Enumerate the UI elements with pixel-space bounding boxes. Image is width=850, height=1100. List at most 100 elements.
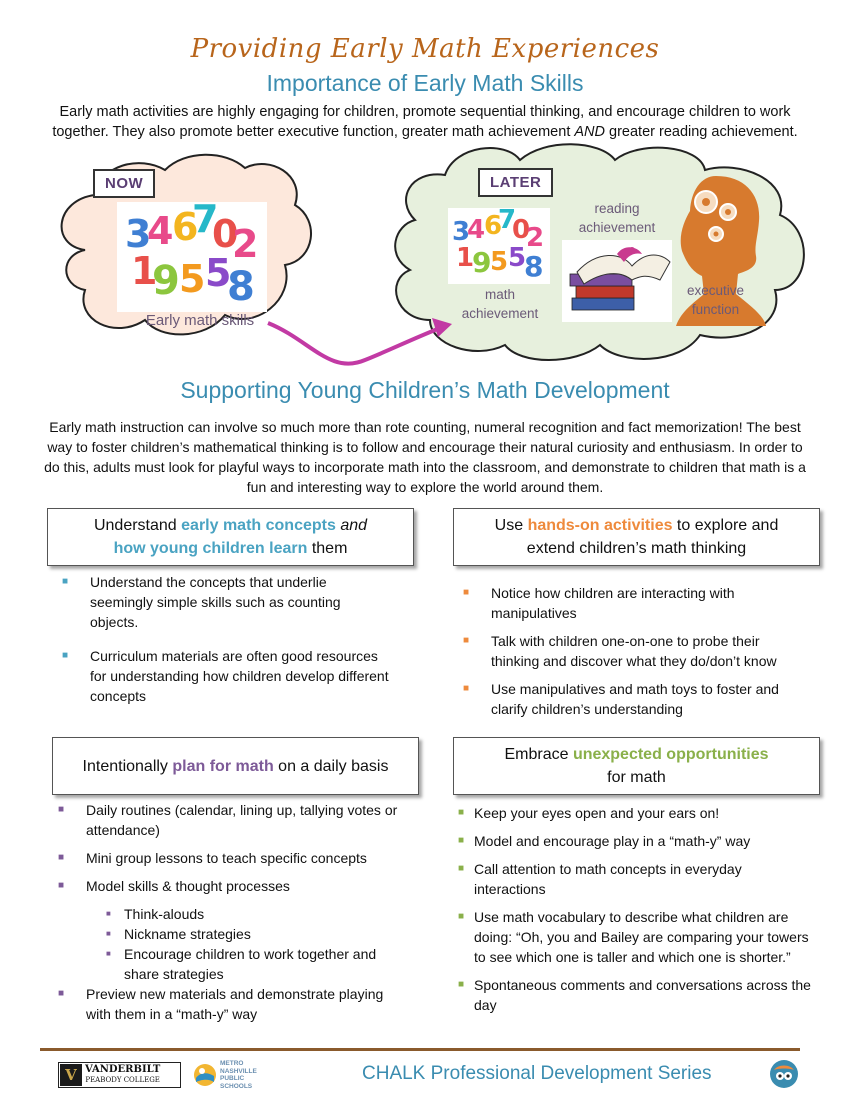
sublist-item-text: Encourage children to work together and … <box>124 946 377 982</box>
svg-text:9: 9 <box>152 258 180 304</box>
now-caption: Early math skills <box>145 312 255 329</box>
box-plan-for-math: Intentionally plan for math on a daily b… <box>52 737 419 795</box>
box2-highlight-1: hands-on activities <box>527 517 673 534</box>
mnps-text-1: METRO <box>220 1060 244 1067</box>
box1-highlight-2: how young children learn <box>113 540 308 557</box>
mnps-logo: METRO NASHVILLE PUBLIC SCHOOLS <box>192 1060 272 1090</box>
executive-function-label: executive function <box>686 283 745 317</box>
numbers-image-small: 3 4 6 7 0 2 1 9 5 5 8 <box>448 205 550 284</box>
svg-text:1: 1 <box>456 243 474 273</box>
reading-achievement-label: reading achievement <box>578 201 656 235</box>
list-item: ■ Understand the concepts that underlie s… <box>62 574 341 630</box>
list-item: ■ Daily routines (calendar, lining up, ta… <box>58 802 398 838</box>
box4-text-2: for math <box>607 769 666 786</box>
box1-text-1: Understand <box>93 517 182 534</box>
mnps-text-3: PUBLIC <box>220 1075 245 1082</box>
intro-paragraph: Early math activities are highly engagin… <box>30 102 820 142</box>
list-item-text: Use math vocabulary to describe what chi… <box>474 909 809 965</box>
box2-text-2: to explore and <box>672 517 779 534</box>
list-item-text: Call attention to math concepts in every… <box>474 861 742 897</box>
intro-and: AND <box>574 124 605 140</box>
sublist-item: ■ Encourage children to work together and… <box>106 946 377 982</box>
box3-text-1: Intentionally <box>82 757 173 775</box>
box1-text-3: them <box>307 540 348 557</box>
box-unexpected-opportunities: Embrace unexpected opportunities for mat… <box>453 737 820 795</box>
svg-text:8: 8 <box>524 250 543 283</box>
sublist-item: ■ Think-alouds <box>106 906 205 922</box>
support-paragraph: Early math instruction can involve so mu… <box>44 419 806 495</box>
list-item: ■ Curriculum materials are often good res… <box>62 648 389 704</box>
svg-text:2: 2 <box>526 223 544 253</box>
list-item: ■ Call attention to math concepts in ever… <box>458 861 742 897</box>
box3-list: ■ Daily routines (calendar, lining up, ta… <box>58 800 406 904</box>
math-achievement-label: math achievement <box>461 287 539 321</box>
list-item-text: Notice how children are interacting with… <box>491 585 735 621</box>
svg-text:0: 0 <box>212 212 238 256</box>
svg-text:5: 5 <box>205 251 231 295</box>
list-item-text: Understand the concepts that underlie se… <box>90 574 341 630</box>
box2-text-3: extend children’s math thinking <box>526 540 747 557</box>
list-item: ■ Model skills & thought processes <box>58 878 290 894</box>
list-item: ■ Preview new materials and demonstrate p… <box>58 986 384 1022</box>
svg-text:4: 4 <box>467 215 485 245</box>
list-item-text: Model and encourage play in a “math-y” w… <box>474 833 751 849</box>
list-item-text: Use manipulatives and math toys to foste… <box>491 681 779 717</box>
list-item: ■ Mini group lessons to teach specific co… <box>58 850 367 866</box>
later-tag: LATER <box>478 168 554 197</box>
box3-list-last: ■ Preview new materials and demonstrate p… <box>58 984 386 1024</box>
svg-text:0: 0 <box>512 215 530 245</box>
svg-text:9: 9 <box>472 246 491 279</box>
box-hands-on-activities: Use hands-on activities to explore and e… <box>453 508 820 566</box>
list-item: ■ Use manipulatives and math toys to fost… <box>463 681 779 717</box>
list-item-text: Keep your eyes open and your ears on! <box>474 805 720 821</box>
mnps-text-2: NASHVILLE <box>220 1067 257 1075</box>
svg-text:6: 6 <box>484 211 502 241</box>
list-item-text: Talk with children one-on-one to probe t… <box>491 633 777 669</box>
intro-text-2: greater reading achievement. <box>605 124 798 140</box>
list-item: ■ Spontaneous comments and conversations … <box>458 977 811 1013</box>
vanderbilt-v-icon: V <box>60 1064 82 1086</box>
svg-text:7: 7 <box>192 197 218 241</box>
box4-list: ■ Keep your eyes open and your ears on! ■… <box>458 803 814 1015</box>
arrow-icon <box>267 318 452 366</box>
list-item: ■ Model and encourage play in a “math-y” … <box>458 833 751 849</box>
mnps-icon <box>194 1064 216 1086</box>
intro-text-1: Early math activities are highly engagin… <box>52 104 791 140</box>
now-tag: NOW <box>93 169 156 198</box>
clouds-diagram: 3 4 6 7 0 2 1 9 5 5 8 3 4 6 7 0 2 1 9 5 … <box>60 143 805 366</box>
list-item-text: Preview new materials and demonstrate pl… <box>86 986 384 1022</box>
list-item: ■ Use math vocabulary to describe what ch… <box>458 909 809 965</box>
box1-text-2: and <box>335 517 368 534</box>
box3-highlight-1: plan for math <box>172 757 274 775</box>
svg-text:5: 5 <box>490 247 508 277</box>
list-item: ■ Talk with children one-on-one to probe … <box>463 633 777 669</box>
mnps-text-4: SCHOOLS <box>220 1082 253 1090</box>
head-gears-icon <box>676 176 766 326</box>
series-title: CHALK Professional Development Series <box>362 1063 712 1084</box>
numbers-image: 3 4 6 7 0 2 1 9 5 5 8 <box>117 197 267 312</box>
box2-list: ■ Notice how children are interacting wit… <box>463 583 811 719</box>
sublist-item: ■ Nickname strategies <box>106 926 251 942</box>
svg-text:6: 6 <box>172 205 198 249</box>
list-item: ■ Notice how children are interacting wit… <box>463 585 735 621</box>
books-image <box>562 240 672 322</box>
list-item-text: Daily routines (calendar, lining up, tal… <box>86 802 398 838</box>
list-item-text: Model skills & thought processes <box>86 878 290 894</box>
list-item-text: Mini group lessons to teach specific con… <box>86 850 367 866</box>
box4-text-1: Embrace <box>504 746 573 763</box>
box1-highlight-1: early math concepts <box>181 517 336 534</box>
box-early-math-concepts: Understand early math concepts and how y… <box>47 508 414 566</box>
box3-text-2: on a daily basis <box>273 757 389 775</box>
svg-text:4: 4 <box>147 209 173 253</box>
vanderbilt-logo: V VANDERBILT PEABODY COLLEGE <box>58 1062 181 1088</box>
sublist-item-text: Think-alouds <box>124 906 205 922</box>
list-item: ■ Keep your eyes open and your ears on! <box>458 805 720 821</box>
box1-list: ■ Understand the concepts that underlie s… <box>62 572 390 706</box>
page-title: Providing Early Math Experiences <box>190 34 660 64</box>
svg-text:7: 7 <box>498 205 516 235</box>
box2-text-1: Use <box>494 517 528 534</box>
svg-text:1: 1 <box>131 249 157 293</box>
sublist-item-text: Nickname strategies <box>124 926 251 942</box>
svg-text:3: 3 <box>125 212 151 256</box>
peabody-text: PEABODY COLLEGE <box>85 1076 160 1084</box>
